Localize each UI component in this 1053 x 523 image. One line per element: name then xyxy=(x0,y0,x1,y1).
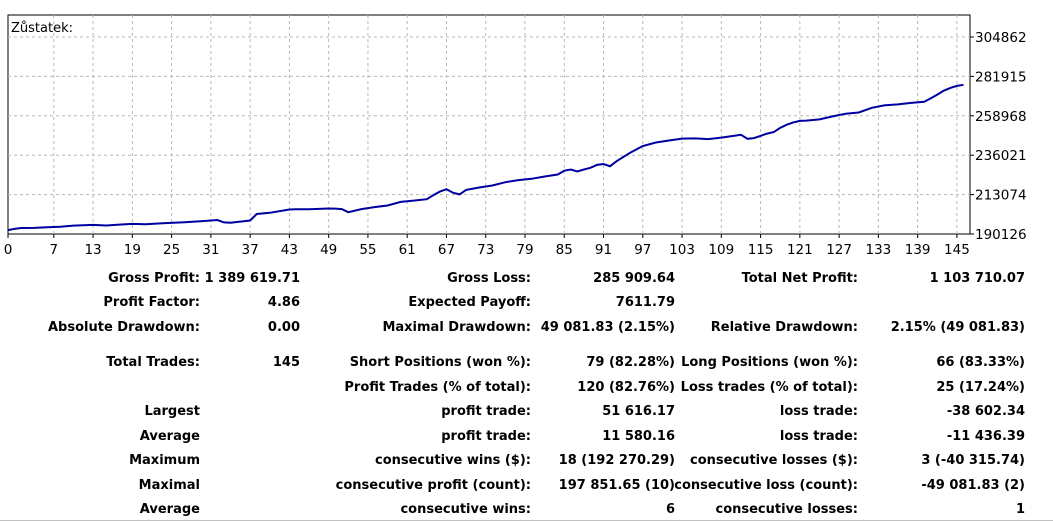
bottom-divider xyxy=(0,520,1053,521)
x-tick-label: 103 xyxy=(669,242,695,258)
x-tick-label: 37 xyxy=(242,242,259,258)
balance-line xyxy=(7,83,964,232)
maximal-consecutive-profit-label: consecutive profit (count): xyxy=(335,478,531,493)
profit-trades-label: Profit Trades (% of total): xyxy=(344,380,531,395)
average-loss-trade-label: loss trade: xyxy=(779,429,858,444)
x-tick-label: 127 xyxy=(826,242,852,258)
relative-drawdown-label: Relative Drawdown: xyxy=(710,320,858,335)
group-label-maximum: Maximum xyxy=(129,453,200,468)
maximal-drawdown-label: Maximal Drawdown: xyxy=(382,320,531,335)
balance-chart: 304862 281915 258968 236021 213074 190126 0 7 13… xyxy=(4,14,1027,258)
expected-payoff-value: 7611.79 xyxy=(615,295,675,310)
x-tick-label: 79 xyxy=(516,242,533,258)
max-consecutive-losses-value: 3 (-40 315.74) xyxy=(921,453,1025,468)
x-tick-label: 7 xyxy=(50,242,59,258)
long-positions-value: 66 (83.33%) xyxy=(936,355,1025,370)
short-positions-value: 79 (82.28%) xyxy=(586,355,675,370)
max-consecutive-wins-label: consecutive wins ($): xyxy=(374,453,531,468)
x-tick-label: 61 xyxy=(399,242,416,258)
profit-trades-value: 120 (82.76%) xyxy=(577,380,675,395)
y-tick-label: 281915 xyxy=(975,69,1027,85)
absolute-drawdown-label: Absolute Drawdown: xyxy=(48,320,200,335)
y-tick-label: 190126 xyxy=(975,227,1027,243)
average-profit-trade-label: profit trade: xyxy=(441,429,531,444)
average-consecutive-wins-value: 6 xyxy=(665,502,675,517)
relative-drawdown-value: 2.15% (49 081.83) xyxy=(890,320,1025,335)
largest-profit-trade-value: 51 616.17 xyxy=(602,404,675,419)
total-trades-value: 145 xyxy=(272,355,300,370)
plot-area xyxy=(7,14,971,235)
average-consecutive-wins-label: consecutive wins: xyxy=(400,502,531,517)
total-trades-label: Total Trades: xyxy=(106,355,200,370)
axis-ticks: 304862 281915 258968 236021 213074 190126 0 7 13… xyxy=(4,30,1027,258)
x-tick-label: 121 xyxy=(787,242,813,258)
x-tick-label: 145 xyxy=(944,242,970,258)
loss-trades-value: 25 (17.24%) xyxy=(936,380,1025,395)
expected-payoff-label: Expected Payoff: xyxy=(408,295,531,310)
y-tick-label: 236021 xyxy=(975,148,1027,164)
y-tick-label: 304862 xyxy=(975,30,1027,46)
profit-factor-label: Profit Factor: xyxy=(103,295,200,310)
loss-trades-label: Loss trades (% of total): xyxy=(680,380,858,395)
y-tick-label: 258968 xyxy=(975,109,1027,125)
maximal-consecutive-loss-label: consecutive loss (count): xyxy=(674,478,858,493)
maximal-drawdown-value: 49 081.83 (2.15%) xyxy=(540,320,675,335)
x-tick-label: 97 xyxy=(634,242,651,258)
largest-loss-trade-value: -38 602.34 xyxy=(946,404,1025,419)
x-tick-label: 67 xyxy=(438,242,455,258)
profit-factor-value: 4.86 xyxy=(267,295,300,310)
gross-profit-label: Gross Profit: xyxy=(108,271,200,286)
short-positions-label: Short Positions (won %): xyxy=(349,355,531,370)
x-tick-label: 43 xyxy=(281,242,298,258)
max-consecutive-wins-value: 18 (192 270.29) xyxy=(558,453,675,468)
x-tick-label: 49 xyxy=(320,242,337,258)
group-label-average-consecutive: Average xyxy=(139,502,200,517)
average-consecutive-losses-value: 1 xyxy=(1015,502,1025,517)
x-tick-label: 73 xyxy=(477,242,494,258)
net-profit-label: Total Net Profit: xyxy=(741,271,858,286)
x-tick-label: 133 xyxy=(865,242,891,258)
grid-lines xyxy=(8,15,970,234)
maximal-consecutive-profit-value: 197 851.65 (10) xyxy=(558,478,675,493)
y-tick-label: 213074 xyxy=(975,188,1027,204)
x-tick-label: 139 xyxy=(905,242,931,258)
x-tick-label: 31 xyxy=(202,242,219,258)
x-tick-label: 109 xyxy=(708,242,734,258)
net-profit-value: 1 103 710.07 xyxy=(929,271,1025,286)
maximal-consecutive-loss-value: -49 081.83 (2) xyxy=(921,478,1025,493)
gross-loss-label: Gross Loss: xyxy=(447,271,531,286)
chart-title: Zůstatek: xyxy=(11,21,73,36)
average-profit-trade-value: 11 580.16 xyxy=(602,429,675,444)
max-consecutive-losses-label: consecutive losses ($): xyxy=(690,453,858,468)
x-tick-label: 0 xyxy=(4,242,13,258)
x-tick-label: 91 xyxy=(595,242,612,258)
group-label-average: Average xyxy=(139,429,200,444)
group-label-maximal: Maximal xyxy=(138,478,200,493)
x-tick-label: 85 xyxy=(556,242,573,258)
largest-profit-trade-label: profit trade: xyxy=(441,404,531,419)
absolute-drawdown-value: 0.00 xyxy=(267,320,300,335)
x-tick-label: 55 xyxy=(359,242,376,258)
average-consecutive-losses-label: consecutive losses: xyxy=(715,502,858,517)
x-tick-label: 13 xyxy=(84,242,101,258)
average-loss-trade-value: -11 436.39 xyxy=(946,429,1025,444)
long-positions-label: Long Positions (won %): xyxy=(681,355,858,370)
largest-loss-trade-label: loss trade: xyxy=(779,404,858,419)
x-tick-label: 25 xyxy=(163,242,180,258)
x-tick-label: 19 xyxy=(124,242,141,258)
gross-profit-value: 1 389 619.71 xyxy=(204,271,300,286)
x-tick-label: 115 xyxy=(748,242,774,258)
group-label-largest: Largest xyxy=(144,404,200,419)
gross-loss-value: 285 909.64 xyxy=(593,271,675,286)
